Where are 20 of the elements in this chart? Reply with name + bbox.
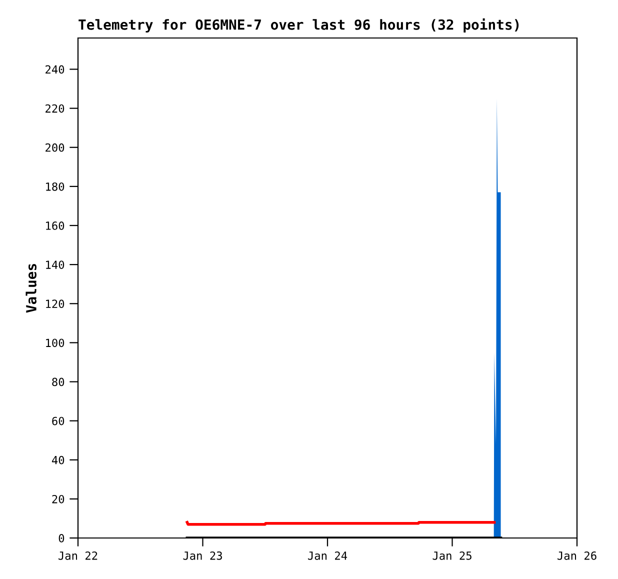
y-tick-label: 40 (52, 456, 64, 464)
y-tick-label: 100 (46, 338, 64, 348)
x-tick-label: Jan 22 (58, 551, 98, 560)
y-tick-label: 20 (52, 494, 64, 504)
x-tick-label: Jan 26 (558, 551, 596, 560)
chart-title: Telemetry for OE6MNE-7 over last 96 hours (32 points) (78, 18, 519, 33)
x-tick-label: Jan 23 (183, 551, 222, 560)
y-tick-label: 60 (52, 416, 64, 426)
y-tick-label: 180 (46, 182, 64, 191)
y-tick-label: 200 (46, 143, 64, 152)
y-tick-label: 120 (46, 300, 64, 308)
y-tick-label: 140 (46, 260, 64, 269)
y-axis-title: Values (26, 264, 36, 313)
y-tick-label: 0 (58, 534, 64, 542)
y-tick-label: 240 (46, 65, 64, 74)
x-tick-label: Jan 25 (432, 551, 472, 560)
y-tick-label: 220 (46, 104, 64, 113)
y-tick-label: 160 (46, 222, 64, 230)
y-tick-label: 80 (52, 378, 64, 386)
x-tick-label: Jan 24 (308, 551, 348, 560)
